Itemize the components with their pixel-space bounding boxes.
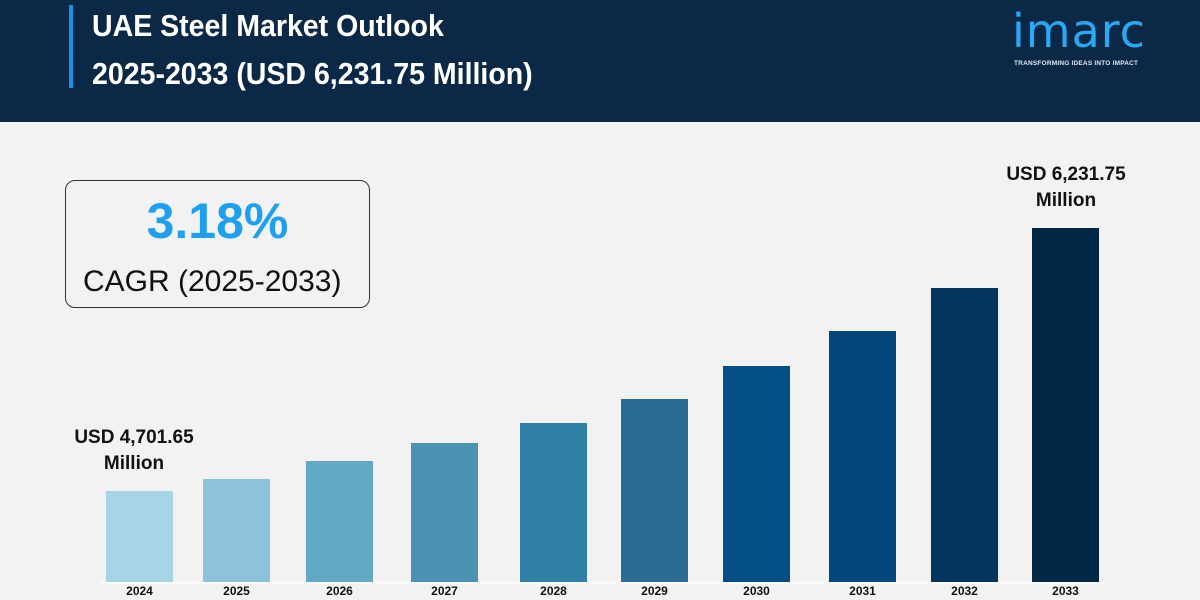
cagr-box: 3.18% CAGR (2025-2033) — [65, 180, 370, 308]
x-tick-label: 2033 — [1052, 584, 1079, 598]
bar-2024 — [106, 491, 173, 582]
bar-2030 — [723, 365, 790, 582]
imarc-logo: imarc TRANSFORMING IDEAS INTO IMPACT — [1012, 4, 1172, 74]
x-tick-label: 2031 — [849, 584, 876, 598]
x-tick-label: 2027 — [431, 584, 458, 598]
x-tick-label: 2030 — [743, 584, 770, 598]
data-label-last-unit: Million — [1035, 190, 1097, 211]
data-label-first-value: USD 4,701.65 — [74, 427, 194, 448]
cagr-label: CAGR (2025-2033) — [83, 265, 342, 298]
x-tick-label: 2024 — [126, 584, 153, 598]
page-title: UAE Steel Market Outlook 2025-2033 (USD … — [92, 2, 533, 98]
bar-2029 — [621, 398, 688, 582]
title-line-1: UAE Steel Market Outlook — [92, 8, 444, 43]
x-tick-label: 2032 — [951, 584, 978, 598]
bar-2028 — [520, 423, 587, 582]
bar-2033 — [1032, 228, 1099, 582]
logo-tagline: TRANSFORMING IDEAS INTO IMPACT — [1014, 60, 1139, 67]
x-tick-label: 2029 — [641, 584, 668, 598]
x-tick-label: 2028 — [540, 584, 567, 598]
bar-2026 — [306, 461, 373, 582]
header-banner: UAE Steel Market Outlook 2025-2033 (USD … — [0, 0, 1200, 122]
bar-2031 — [829, 331, 896, 582]
data-label-first: USD 4,701.65 Million — [34, 425, 234, 477]
x-tick-label: 2026 — [326, 584, 353, 598]
x-tick-label: 2025 — [223, 584, 250, 598]
cagr-value: 3.18% — [146, 193, 289, 249]
title-line-2: 2025-2033 (USD 6,231.75 Million) — [92, 56, 533, 91]
x-axis-line — [100, 582, 1105, 584]
logo-wordmark: imarc — [1012, 4, 1146, 58]
bar-2032 — [931, 287, 998, 582]
bar-2025 — [203, 479, 270, 582]
data-label-last-value: USD 6,231.75 — [1006, 164, 1126, 185]
data-label-last: USD 6,231.75 Million — [966, 162, 1166, 214]
bar-2027 — [411, 442, 478, 582]
data-label-first-unit: Million — [103, 453, 165, 474]
title-accent-bar — [69, 5, 73, 88]
